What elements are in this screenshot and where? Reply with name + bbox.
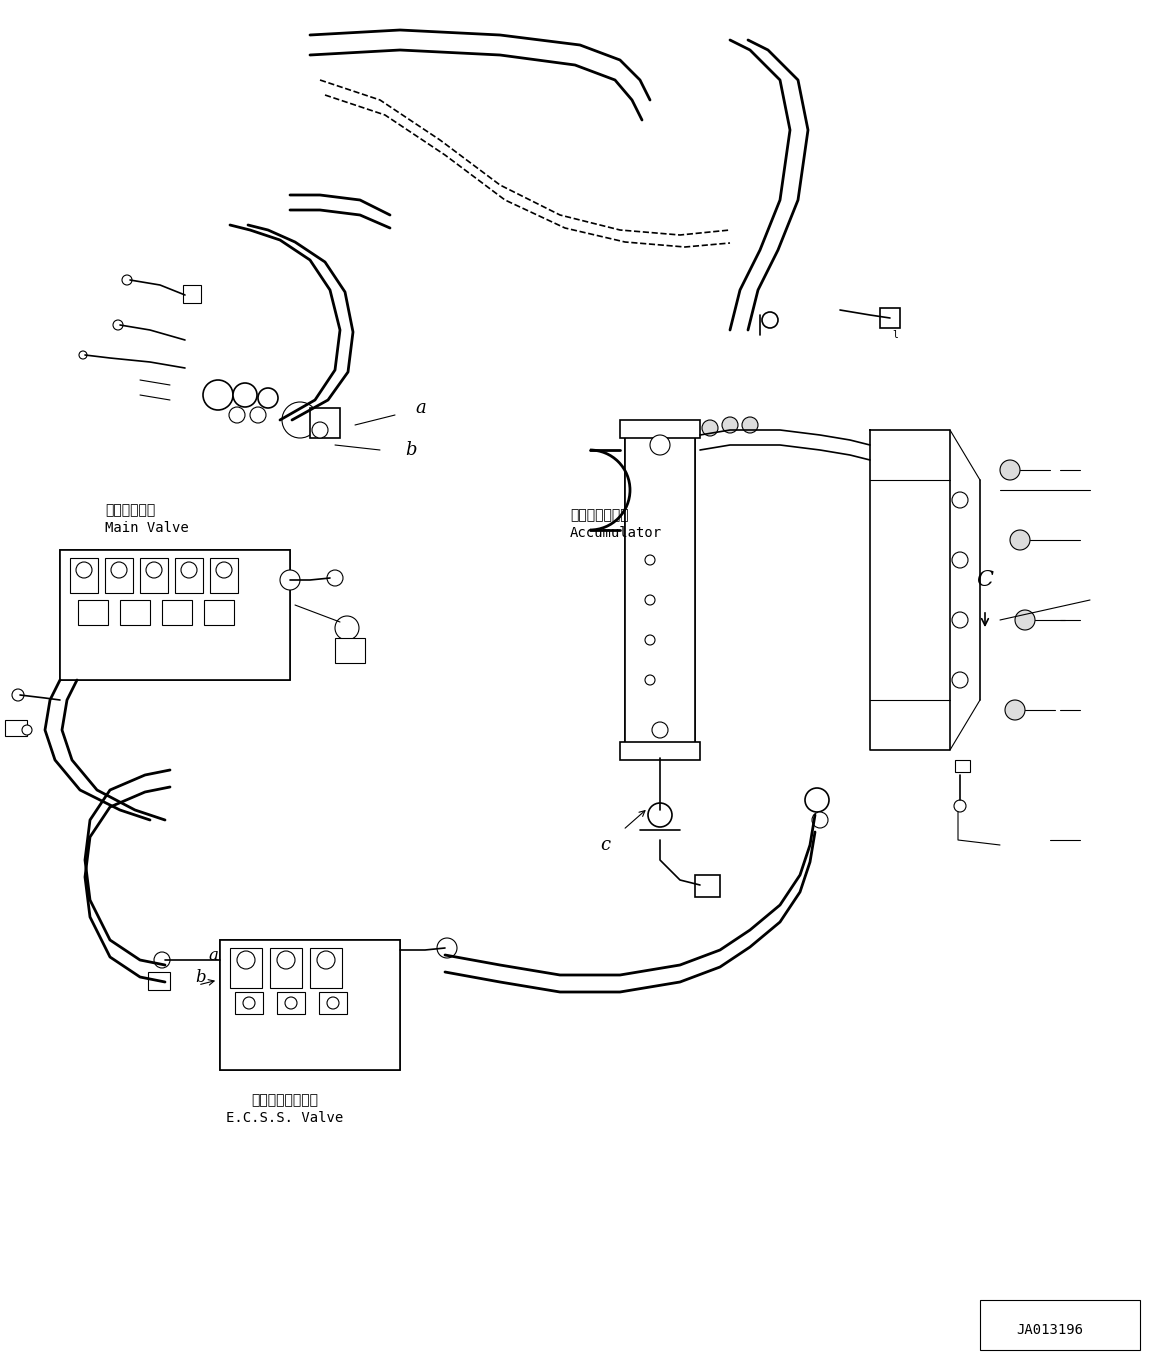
Bar (335, 638, 365, 663)
Text: b: b (405, 440, 416, 460)
Bar (277, 992, 305, 1014)
Bar (220, 940, 400, 1070)
Bar (183, 285, 201, 303)
Bar (235, 992, 263, 1014)
Circle shape (645, 556, 655, 565)
Circle shape (237, 951, 255, 969)
Bar (980, 1301, 1140, 1350)
Circle shape (327, 569, 343, 586)
Circle shape (335, 616, 359, 639)
Circle shape (762, 311, 778, 328)
Circle shape (742, 417, 758, 434)
Bar (270, 948, 302, 988)
Text: b: b (195, 970, 206, 986)
Circle shape (652, 722, 668, 738)
Bar (695, 875, 720, 897)
Bar (60, 550, 290, 681)
Bar (955, 760, 970, 772)
Circle shape (952, 672, 968, 687)
Circle shape (147, 563, 162, 578)
Circle shape (110, 563, 127, 578)
Circle shape (812, 812, 828, 827)
Circle shape (650, 435, 670, 456)
Circle shape (312, 423, 328, 438)
Circle shape (22, 724, 33, 735)
Bar (311, 407, 340, 438)
Bar (220, 940, 400, 1070)
Circle shape (12, 689, 24, 701)
Circle shape (645, 635, 655, 645)
Circle shape (285, 997, 297, 1008)
Text: Main Valve: Main Valve (105, 521, 188, 535)
Bar (880, 307, 900, 328)
Circle shape (79, 351, 87, 359)
Circle shape (327, 997, 338, 1008)
Circle shape (954, 800, 966, 812)
Bar (60, 550, 290, 681)
Text: Accumulator: Accumulator (570, 525, 662, 541)
Text: l: l (892, 331, 898, 340)
Bar (204, 600, 234, 626)
Circle shape (317, 951, 335, 969)
Bar (230, 948, 262, 988)
Circle shape (702, 420, 718, 436)
Bar (625, 425, 695, 745)
Circle shape (952, 493, 968, 508)
Bar (174, 558, 204, 593)
Bar (148, 971, 170, 991)
Text: アキュムレータ: アキュムレータ (570, 508, 629, 521)
Circle shape (1005, 700, 1025, 720)
Text: JA013196: JA013196 (1016, 1323, 1084, 1336)
Text: a: a (415, 399, 426, 417)
Bar (5, 720, 27, 735)
Circle shape (1000, 460, 1020, 480)
Circle shape (280, 569, 300, 590)
Bar (311, 948, 342, 988)
Circle shape (233, 383, 257, 407)
Circle shape (181, 563, 197, 578)
Circle shape (258, 388, 278, 407)
Circle shape (952, 552, 968, 568)
Bar (319, 992, 347, 1014)
Bar (620, 420, 700, 438)
Bar (105, 558, 133, 593)
Bar (620, 742, 700, 760)
Circle shape (1015, 611, 1035, 630)
Circle shape (645, 595, 655, 605)
Circle shape (154, 952, 170, 969)
Circle shape (281, 402, 317, 438)
Circle shape (437, 938, 457, 958)
Circle shape (229, 407, 245, 423)
Text: c: c (600, 836, 611, 853)
Bar (211, 558, 238, 593)
Circle shape (805, 788, 829, 812)
Circle shape (645, 675, 655, 685)
Circle shape (113, 320, 123, 331)
Text: E.C.S.S. Valve: E.C.S.S. Valve (227, 1111, 343, 1125)
Circle shape (648, 803, 672, 827)
Text: a: a (208, 947, 217, 963)
Text: 走行ダンパバルブ: 走行ダンパバルブ (251, 1093, 319, 1107)
Circle shape (952, 612, 968, 628)
Text: メインバルブ: メインバルブ (105, 504, 155, 517)
Circle shape (277, 951, 295, 969)
Circle shape (216, 563, 231, 578)
Bar (70, 558, 98, 593)
Circle shape (122, 274, 131, 285)
Circle shape (204, 380, 233, 410)
Text: C: C (977, 569, 993, 591)
Circle shape (250, 407, 266, 423)
Bar (162, 600, 192, 626)
Bar (78, 600, 108, 626)
Bar (120, 600, 150, 626)
Circle shape (722, 417, 739, 434)
Bar (140, 558, 167, 593)
Bar (625, 425, 695, 745)
Circle shape (1009, 530, 1030, 550)
Circle shape (243, 997, 255, 1008)
Circle shape (76, 563, 92, 578)
